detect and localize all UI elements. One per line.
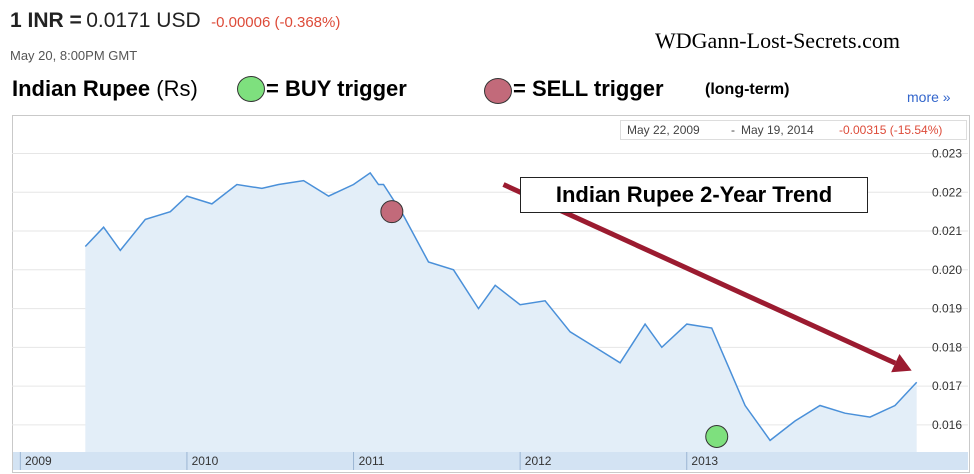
- legend-title: Indian Rupee (Rs): [12, 76, 198, 102]
- trend-arrow-head: [891, 354, 912, 373]
- sell-trigger-icon: [484, 78, 512, 104]
- buy-trigger-marker: [705, 424, 729, 448]
- range-end-date: May 19, 2014: [741, 123, 814, 137]
- quote-timestamp: May 20, 8:00PM GMT: [10, 48, 138, 63]
- more-link[interactable]: more »: [907, 89, 951, 105]
- buy-trigger-label: = BUY trigger: [266, 76, 407, 101]
- term-label: (long-term): [705, 81, 790, 98]
- price-area: [85, 172, 917, 452]
- x-tick-label: 2010: [192, 454, 219, 468]
- y-tick-label: 0.017: [932, 379, 962, 393]
- range-change: -0.00315 (-15.54%): [839, 123, 943, 137]
- y-tick-label: 0.023: [932, 147, 962, 161]
- currency-pair: 1 INR =: [10, 9, 82, 32]
- y-tick-label: 0.020: [932, 263, 962, 277]
- x-axis-strip: [13, 452, 968, 470]
- x-tick-label: 2011: [359, 454, 385, 468]
- x-tick-label: 2013: [691, 454, 718, 468]
- rate-change: -0.00006 (-0.368%): [211, 14, 341, 31]
- y-tick-label: 0.022: [932, 185, 962, 199]
- exchange-rate: 0.0171 USD: [86, 9, 201, 32]
- trigger-legend: Indian Rupee (Rs) = BUY trigger = SELL t…: [8, 70, 818, 108]
- y-tick-label: 0.016: [932, 418, 962, 432]
- quote-header: 1 INR = 0.0171 USD -0.00006 (-0.368%): [10, 9, 340, 33]
- legend-title-unit: (Rs): [156, 76, 198, 101]
- x-tick-label: 2012: [525, 454, 552, 468]
- legend-title-bold: Indian Rupee: [12, 76, 151, 101]
- watermark-text: WDGann-Lost-Secrets.com: [655, 28, 900, 53]
- range-start-date: May 22, 2009: [627, 123, 700, 137]
- trend-arrow-line: [502, 182, 897, 366]
- x-tick-label: 2009: [25, 454, 52, 468]
- y-tick-label: 0.018: [932, 340, 962, 354]
- buy-trigger-icon: [237, 76, 265, 102]
- sell-trigger-label: = SELL trigger: [513, 76, 664, 101]
- trend-callout: Indian Rupee 2-Year Trend: [520, 177, 868, 213]
- date-range-box: May 22, 2009 - May 19, 2014 -0.00315 (-1…: [620, 120, 967, 140]
- range-separator: -: [731, 123, 735, 137]
- price-line: [84, 171, 918, 442]
- chart-frame: [12, 115, 970, 473]
- sell-trigger-marker: [380, 200, 404, 224]
- y-tick-label: 0.021: [932, 224, 962, 238]
- y-tick-label: 0.019: [932, 302, 962, 316]
